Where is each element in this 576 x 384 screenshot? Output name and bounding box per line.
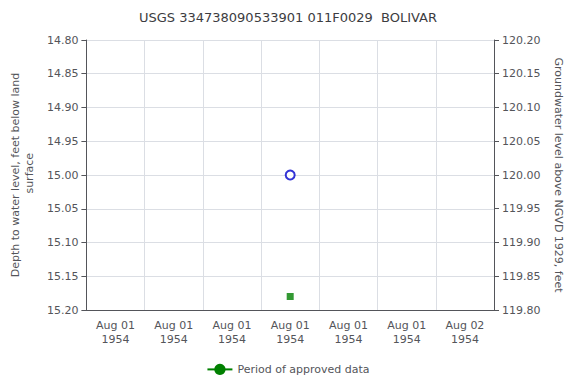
svg-text:15.05: 15.05 [47,202,79,215]
svg-text:119.80: 119.80 [502,304,541,317]
svg-text:119.90: 119.90 [502,236,541,249]
svg-text:120.10: 120.10 [502,101,541,114]
svg-text:Aug 01: Aug 01 [96,319,135,332]
svg-text:119.85: 119.85 [502,270,541,283]
svg-text:Groundwater level above NGVD 1: Groundwater level above NGVD 1929, feet [552,57,565,293]
svg-text:120.20: 120.20 [502,34,541,47]
svg-text:Aug 01: Aug 01 [271,319,310,332]
svg-text:Aug 01: Aug 01 [329,319,368,332]
svg-text:15.20: 15.20 [47,304,79,317]
svg-text:Period of approved data: Period of approved data [237,363,369,376]
svg-text:Aug 01: Aug 01 [387,319,426,332]
svg-text:Aug 02: Aug 02 [445,319,484,332]
svg-text:surface: surface [23,153,36,197]
svg-text:Aug 01: Aug 01 [212,319,251,332]
svg-text:15.15: 15.15 [47,270,79,283]
svg-text:14.80: 14.80 [47,34,79,47]
svg-text:1954: 1954 [451,333,479,346]
svg-text:1954: 1954 [218,333,246,346]
svg-text:Aug 01: Aug 01 [154,319,193,332]
svg-text:14.85: 14.85 [47,67,79,80]
svg-text:1954: 1954 [334,333,362,346]
svg-text:14.90: 14.90 [47,101,79,114]
svg-text:15.10: 15.10 [47,236,79,249]
svg-text:120.15: 120.15 [502,67,541,80]
svg-text:USGS 334738090533901 011F0029: USGS 334738090533901 011F0029 BOLIVAR [139,10,437,25]
svg-text:15.00: 15.00 [47,169,79,182]
svg-text:119.95: 119.95 [502,202,541,215]
svg-text:Depth to water level, feet bel: Depth to water level, feet below land [9,73,22,278]
svg-text:1954: 1954 [160,333,188,346]
svg-text:1954: 1954 [102,333,130,346]
svg-text:14.95: 14.95 [47,135,79,148]
svg-text:1954: 1954 [276,333,304,346]
svg-text:120.05: 120.05 [502,135,541,148]
svg-text:120.00: 120.00 [502,169,541,182]
svg-text:1954: 1954 [393,333,421,346]
